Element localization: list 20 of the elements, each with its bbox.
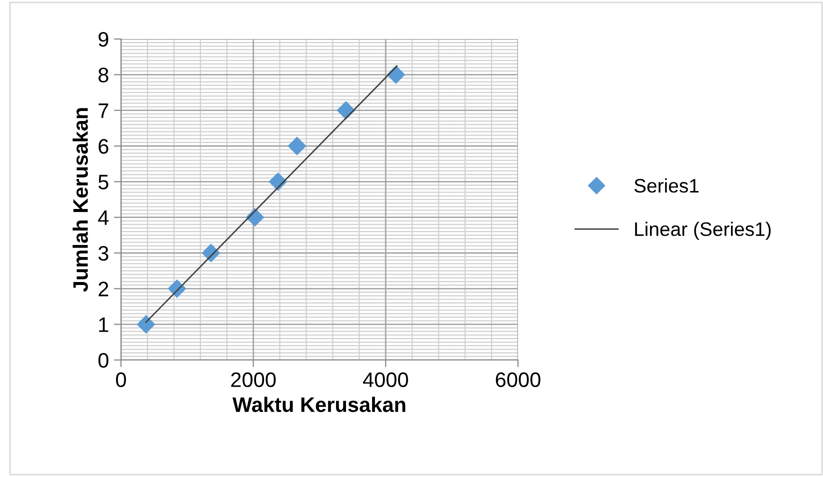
y-tick-label: 4 (98, 210, 109, 225)
y-tick-label: 3 (98, 246, 108, 261)
x-tick-label: 2000 (231, 372, 276, 388)
y-tick-label: 8 (98, 68, 108, 82)
point (288, 136, 306, 156)
y-tick-label: 5 (98, 174, 108, 190)
x-tick-label: 6000 (496, 372, 540, 388)
x-tick-label: 0 (116, 372, 126, 388)
y-axis-title: Jumlah Kerusakan (72, 108, 88, 292)
y-tick-label: 0 (98, 353, 108, 368)
legend-label: Linear (Series1) (635, 222, 771, 240)
x-axis-title: Waktu Kerusakan (232, 396, 406, 412)
x-tick-label: 4000 (362, 372, 408, 388)
y-tick-label: 2 (98, 282, 108, 296)
point (136, 315, 156, 334)
y-tick-label: 1 (99, 318, 108, 332)
y-tick-label: 7 (98, 104, 108, 118)
y-tick-label: 6 (98, 139, 108, 154)
y-tick-label: 9 (98, 32, 108, 47)
legend-label: Series1 (634, 178, 699, 193)
